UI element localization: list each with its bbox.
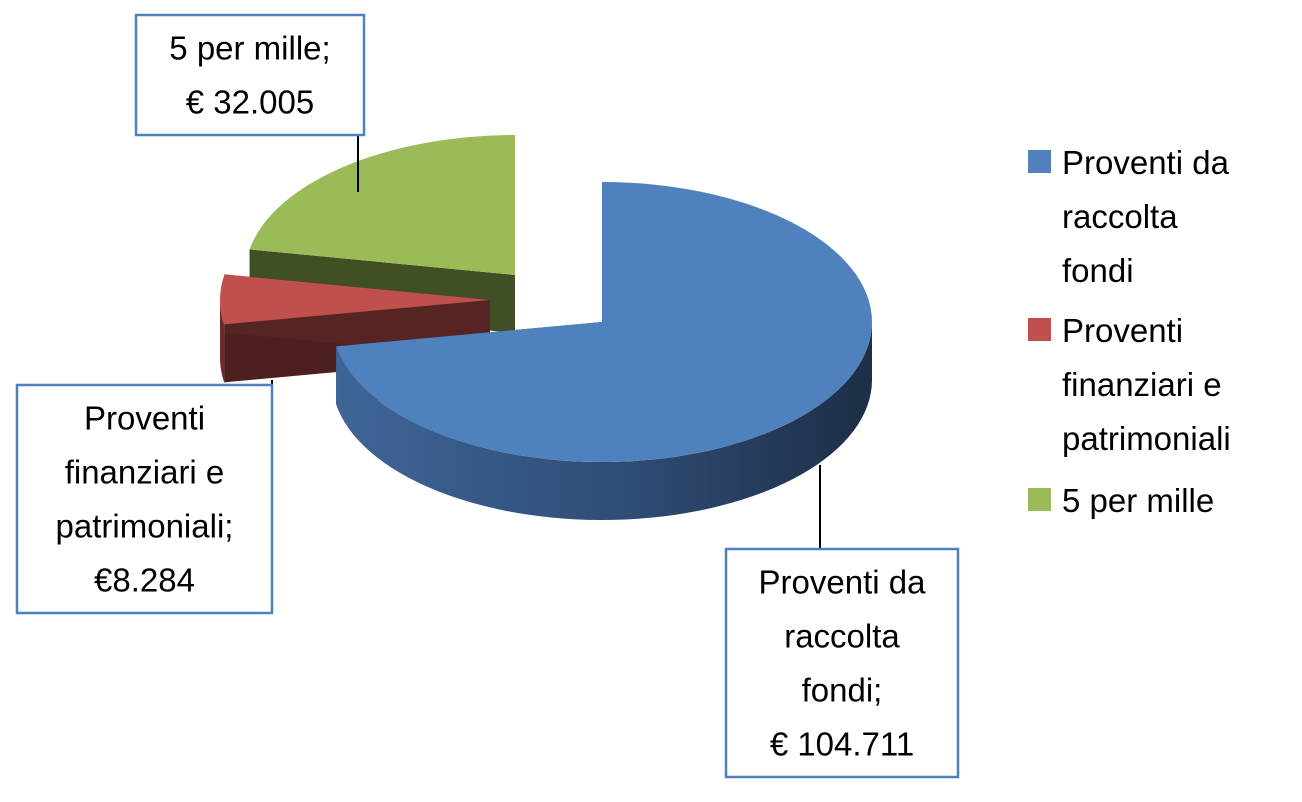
label-proventi-raccolta-text: € 104.711 — [770, 726, 914, 763]
label-proventi-raccolta: Proventi da raccolta fondi; € 104.711 — [724, 465, 960, 779]
slices-layer — [219, 134, 872, 520]
label-proventi-finanziari-text: finanziari e — [65, 454, 225, 491]
label-proventi-finanziari-text: Proventi — [84, 400, 205, 437]
label-proventi-raccolta-text: fondi; — [802, 672, 883, 709]
label-proventi-finanziari-box — [15, 383, 274, 615]
legend-item-5-per-mille: 5 per mille — [1028, 482, 1214, 519]
legend-item-proventi-raccolta-swatch — [1028, 150, 1051, 173]
label-proventi-finanziari-text: €8.284 — [94, 562, 195, 599]
slice-proventi-finanziari — [219, 274, 490, 325]
slice-5-per-mille — [249, 134, 515, 275]
legend-item-proventi-raccolta-label: fondi — [1062, 252, 1134, 289]
label-proventi-raccolta-text: raccolta — [784, 618, 900, 655]
label-proventi-finanziari: Proventi finanziari e patrimoniali; €8.284 — [15, 380, 274, 615]
legend-item-proventi-raccolta-label: Proventi da — [1062, 144, 1230, 181]
legend: Proventi da raccolta fondi Proventi finanzia… — [1028, 144, 1231, 519]
legend-item-proventi-finanziari-label: finanziari e — [1062, 366, 1222, 403]
slice-proventi-raccolta-rim-0 — [336, 322, 872, 520]
label-proventi-finanziari-text: patrimoniali; — [56, 508, 234, 545]
label-5-per-mille-text: 5 per mille; — [169, 30, 330, 67]
label-proventi-raccolta-text: Proventi da — [759, 564, 927, 601]
legend-item-proventi-finanziari-swatch — [1028, 318, 1051, 341]
legend-item-proventi-finanziari-label: Proventi — [1062, 312, 1183, 349]
label-5-per-mille-box — [134, 13, 366, 137]
slice-proventi-finanziari-rim-0 — [220, 300, 225, 383]
legend-item-5-per-mille-label: 5 per mille — [1062, 482, 1214, 519]
legend-item-proventi-raccolta-label: raccolta — [1062, 198, 1178, 235]
legend-item-proventi-finanziari: Proventi finanziari e patrimoniali — [1028, 312, 1231, 457]
slice-proventi-raccolta — [336, 182, 872, 462]
label-proventi-raccolta-box — [724, 547, 960, 779]
legend-item-5-per-mille-swatch — [1028, 488, 1051, 511]
label-5-per-mille: 5 per mille; € 32.005 — [134, 13, 366, 192]
legend-item-proventi-finanziari-label: patrimoniali — [1062, 420, 1231, 457]
label-5-per-mille-text: € 32.005 — [186, 84, 314, 121]
legend-item-proventi-raccolta: Proventi da raccolta fondi — [1028, 144, 1230, 289]
